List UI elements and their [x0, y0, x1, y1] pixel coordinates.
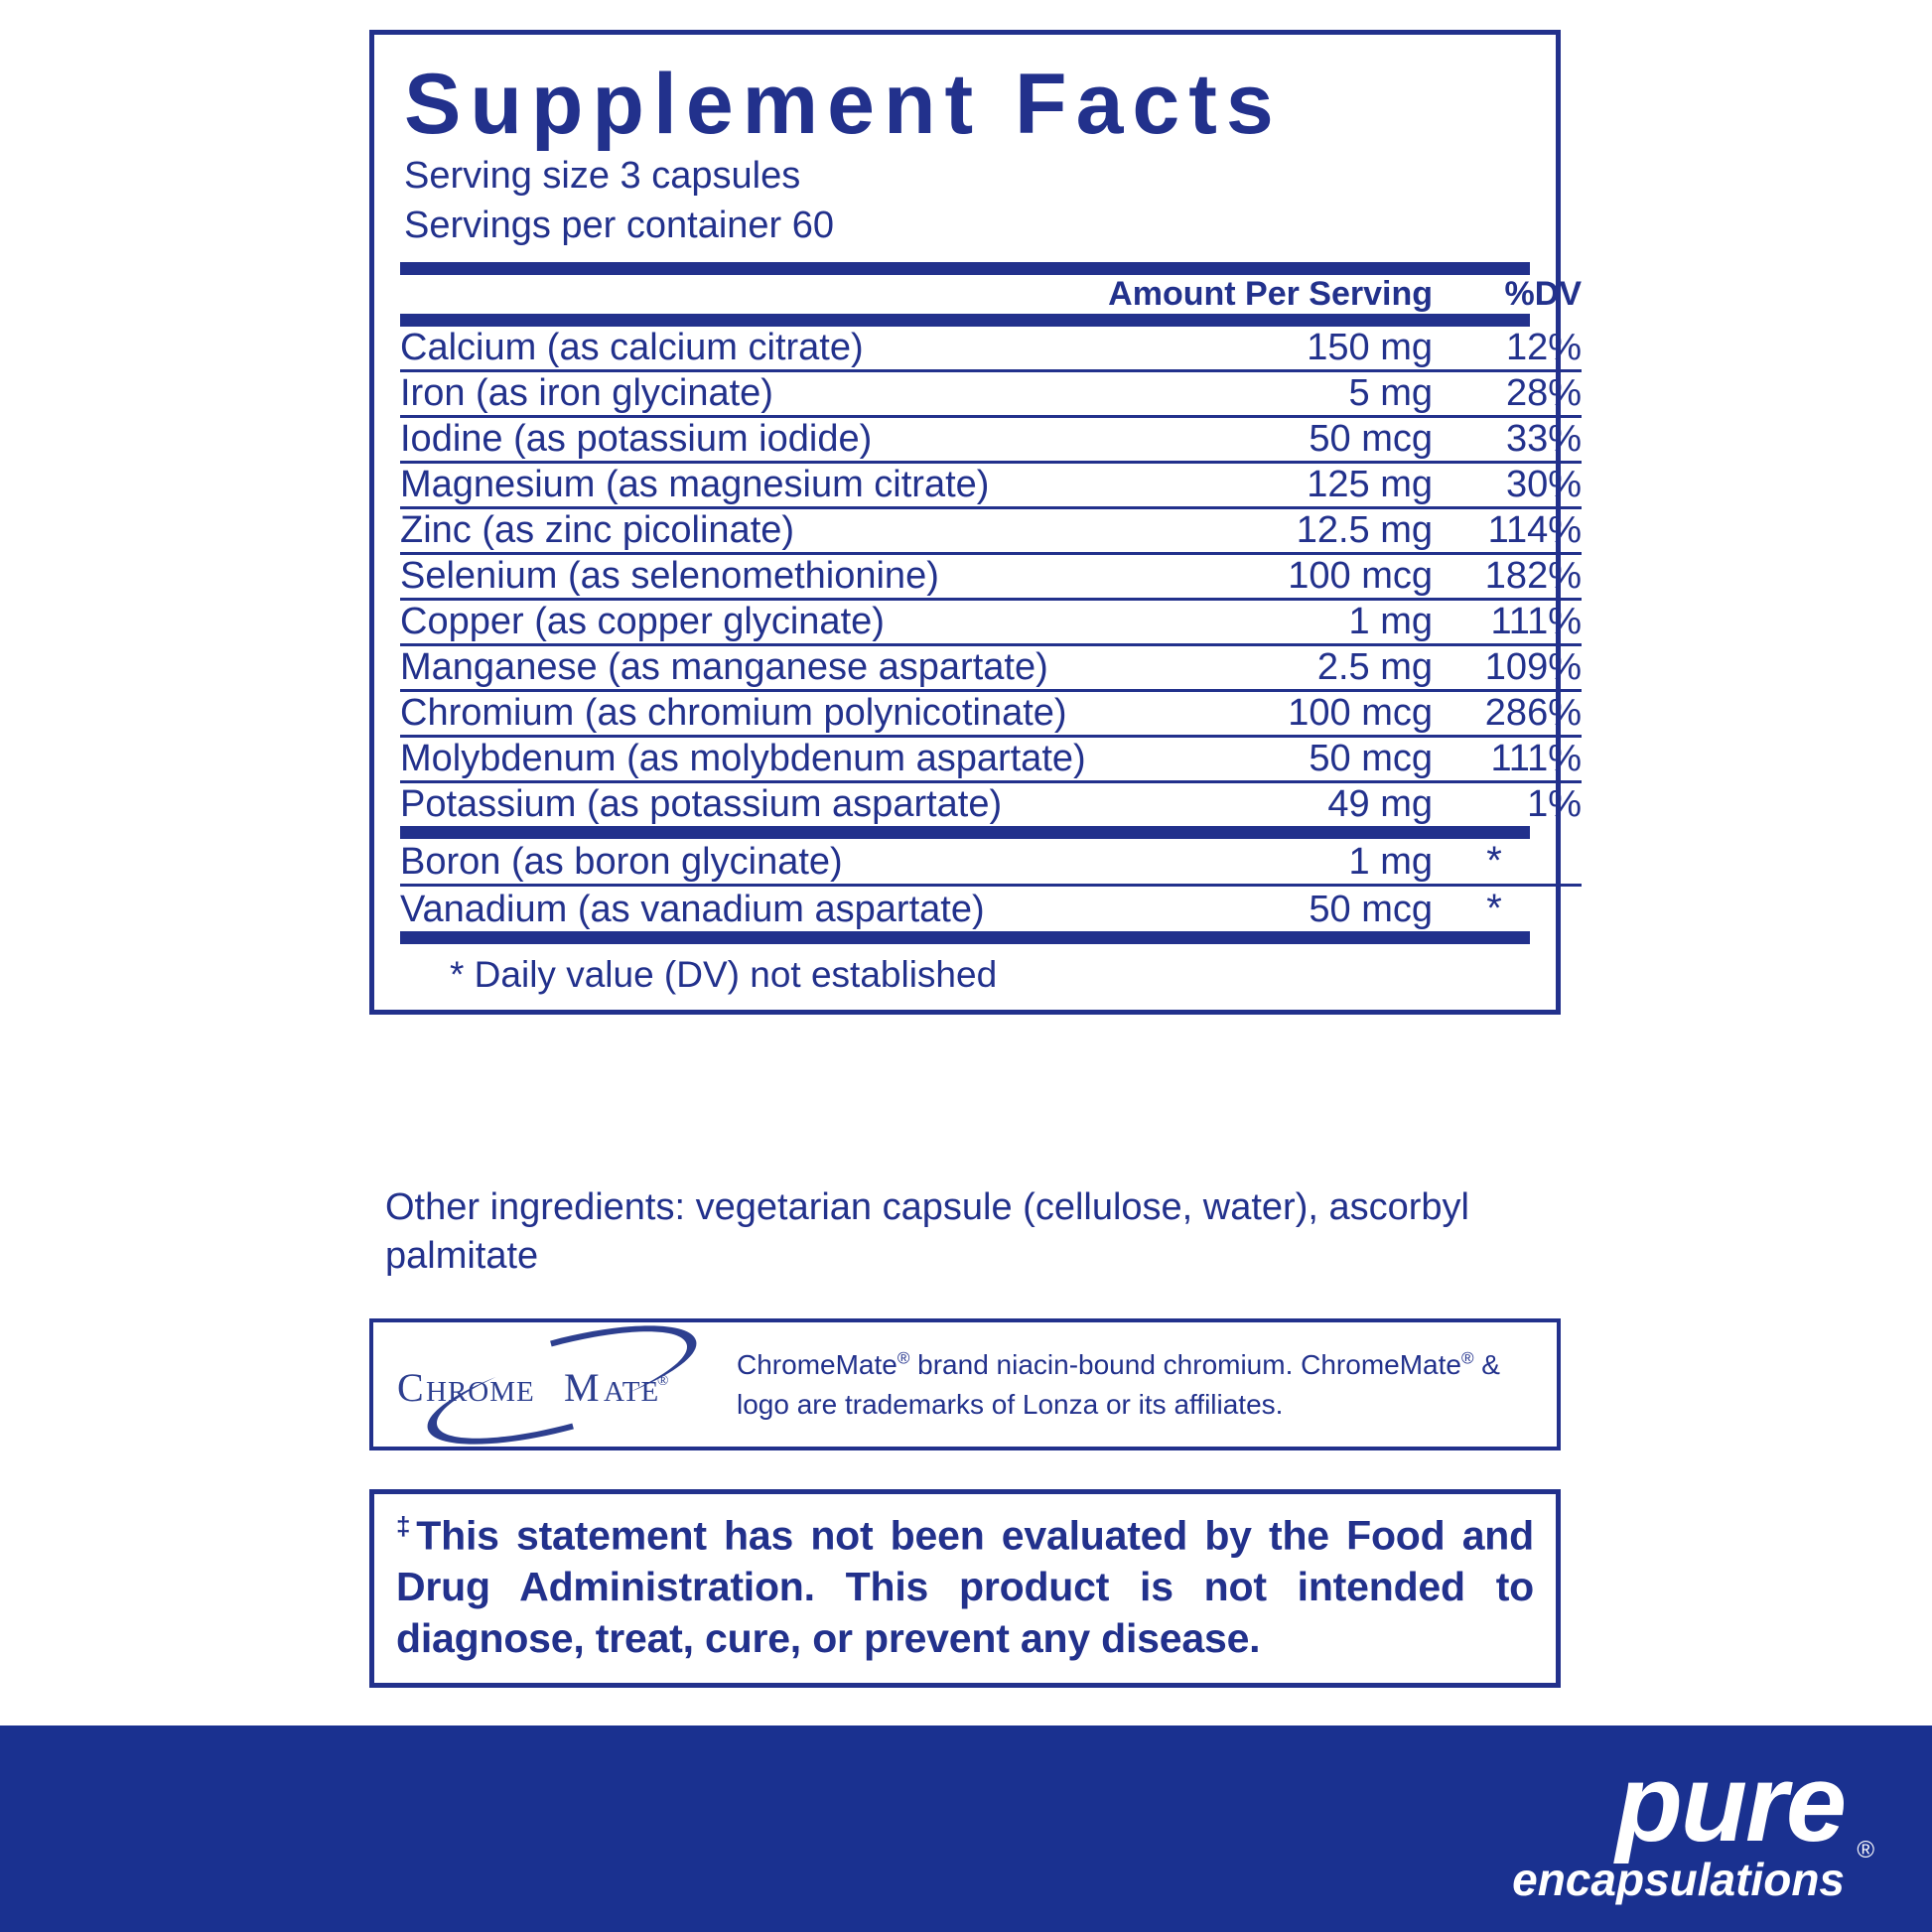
nutrient-amount: 50 mcg — [1016, 416, 1433, 465]
registered-trademark-icon: ® — [1857, 1836, 1874, 1863]
nutrient-amount: 150 mg — [1016, 327, 1433, 373]
nutrient-amount: 125 mg — [1016, 462, 1433, 510]
chromemate-trademark-box: C HROME M ATE ® ChromeMate® brand niacin… — [369, 1318, 1561, 1450]
table-row: Vanadium (as vanadium aspartate) 50 mcg … — [400, 886, 1582, 932]
rule-top-thick — [400, 262, 1530, 276]
nutrient-amount: 50 mcg — [1309, 889, 1433, 931]
nutrient-dv: 33% — [1433, 416, 1582, 465]
cm-line1-c: & — [1473, 1348, 1500, 1380]
nutrient-dv: 1% — [1527, 783, 1582, 826]
nutrient-name: Vanadium (as vanadium aspartate) — [400, 889, 985, 931]
brand-tagline-wrap: encapsulations ® — [1512, 1837, 1874, 1905]
fda-statement: This statement has not been evaluated by… — [396, 1512, 1534, 1661]
orbit-swoosh-icon — [427, 1324, 697, 1445]
nutrient-amount: 5 mg — [1016, 370, 1433, 419]
nutrient-dv: 109% — [1433, 644, 1582, 693]
rule-header-thick — [400, 314, 1530, 328]
nutrient-name: Molybdenum (as molybdenum aspartate) — [400, 736, 1086, 784]
fda-disclaimer-text: ‡This statement has not been evaluated b… — [396, 1510, 1534, 1665]
nutrient-amount: 12.5 mg — [1016, 507, 1433, 556]
table-row: Magnesium (as magnesium citrate) 125 mg … — [400, 462, 1582, 510]
cm-line1-a: ChromeMate — [737, 1348, 897, 1380]
header-blank — [400, 275, 1016, 314]
table-row: Potassium (as potassium aspartate) 49 mg… — [400, 782, 1582, 827]
nutrient-dv: 286% — [1433, 690, 1582, 739]
footer-bar: pure encapsulations ® — [0, 1725, 1932, 1932]
header-row: Amount Per Serving %DV — [400, 275, 1582, 314]
chromemate-wordmark-hrome: HROME — [426, 1376, 535, 1408]
rule-before-no-dv-thick — [400, 826, 1530, 840]
nutrient-rows-table: Calcium (as calcium citrate) 150 mg 12% … — [400, 327, 1582, 826]
rule-bottom-thick — [400, 931, 1530, 945]
nutrient-dv: 182% — [1433, 553, 1582, 602]
fda-disclaimer-box: ‡This statement has not been evaluated b… — [369, 1489, 1561, 1688]
chromemate-wordmark-ate: ATE — [604, 1376, 659, 1408]
chromemate-logo-svg: C HROME M ATE ® — [397, 1324, 697, 1445]
other-ingredients-text: Other ingredients: vegetarian capsule (c… — [385, 1186, 1469, 1277]
nutrient-name: Magnesium (as magnesium citrate) — [400, 462, 1016, 510]
no-dv-rows-table: Boron (as boron glycinate) 1 mg * Vanadi… — [400, 839, 1582, 931]
nutrient-name: Manganese (as manganese aspartate) — [400, 644, 1048, 693]
serving-size-text: Serving size 3 capsules — [404, 155, 801, 198]
table-header: Amount Per Serving %DV — [400, 275, 1582, 314]
nutrient-dv: 114% — [1433, 507, 1582, 556]
servings-per-container-text: Servings per container 60 — [404, 204, 835, 246]
cm-line1-b: brand niacin-bound chromium. ChromeMate — [909, 1348, 1461, 1380]
nutrient-name: Chromium (as chromium polynicotinate) — [400, 690, 1067, 739]
table-row: Manganese (as manganese aspartate) 2.5 m… — [400, 644, 1582, 693]
nutrient-amount: 50 mcg — [1016, 736, 1433, 784]
table-row: Iodine (as potassium iodide) 50 mcg 33% — [400, 416, 1582, 465]
nutrient-dv: 12% — [1433, 327, 1582, 373]
nutrient-name: Potassium (as potassium aspartate) — [400, 783, 1003, 826]
nutrient-amount: 49 mg — [1327, 783, 1433, 826]
nutrient-dv: 111% — [1433, 736, 1582, 784]
nutrient-name: Calcium (as calcium citrate) — [400, 327, 1016, 373]
brand-logo: pure encapsulations ® — [1512, 1742, 1874, 1905]
nutrient-name: Boron (as boron glycinate) — [400, 839, 1016, 888]
table-row: Zinc (as zinc picolinate) 12.5 mg 114% — [400, 507, 1582, 556]
table-row: Chromium (as chromium polynicotinate) 10… — [400, 690, 1582, 739]
nutrient-dv: 28% — [1433, 370, 1582, 419]
no-dv-rows-body: Boron (as boron glycinate) 1 mg * Vanadi… — [400, 839, 1582, 931]
table-row: Calcium (as calcium citrate) 150 mg 12% — [400, 327, 1582, 373]
header-percent-dv: %DV — [1504, 275, 1582, 314]
supplement-facts-panel: Supplement Facts Serving size 3 capsules… — [369, 30, 1582, 1016]
cm-reg-1: ® — [897, 1348, 910, 1368]
cm-line2: logo are trademarks of Lonza or its affi… — [737, 1388, 1284, 1420]
table-row: Selenium (as selenomethionine) 100 mcg 1… — [400, 553, 1582, 602]
nutrient-name: Copper (as copper glycinate) — [400, 599, 1016, 647]
nutrient-dv: * — [1486, 887, 1502, 931]
nutrition-table: Amount Per Serving %DV — [400, 275, 1582, 314]
nutrient-dv: 30% — [1433, 462, 1582, 510]
table-row: Iron (as iron glycinate) 5 mg 28% — [400, 370, 1582, 419]
header-amount-per-serving: Amount Per Serving — [1108, 275, 1433, 314]
panel-title: Supplement Facts — [404, 57, 1283, 152]
nutrient-name: Zinc (as zinc picolinate) — [400, 507, 1016, 556]
chromemate-trademark-text: ChromeMate® brand niacin-bound chromium.… — [737, 1345, 1514, 1425]
brand-tagline: encapsulations — [1512, 1853, 1845, 1905]
brand-name: pure — [1615, 1742, 1847, 1864]
nutrient-amount: 2.5 mg — [1016, 644, 1433, 693]
nutrient-name: Selenium (as selenomethionine) — [400, 553, 1016, 602]
table-row: Copper (as copper glycinate) 1 mg 111% — [400, 599, 1582, 647]
nutrient-dv: * — [1433, 839, 1582, 888]
chromemate-logo: C HROME M ATE ® — [393, 1324, 731, 1445]
chromemate-wordmark-m: M — [564, 1365, 600, 1410]
nutrient-amount: 1 mg — [1016, 839, 1433, 888]
nutrient-amount: 100 mcg — [1016, 690, 1433, 739]
nutrient-rows-body: Calcium (as calcium citrate) 150 mg 12% … — [400, 327, 1582, 826]
table-row: Molybdenum (as molybdenum aspartate) 50 … — [400, 736, 1582, 784]
double-dagger-icon: ‡ — [396, 1511, 417, 1541]
daily-value-footnote: * Daily value (DV) not established — [450, 954, 998, 996]
table-row: Boron (as boron glycinate) 1 mg * — [400, 839, 1582, 888]
nutrient-name: Iron (as iron glycinate) — [400, 370, 1016, 419]
nutrient-name: Iodine (as potassium iodide) — [400, 416, 1016, 465]
registered-trademark-icon: ® — [657, 1373, 668, 1389]
nutrient-dv: 111% — [1433, 599, 1582, 647]
nutrient-amount: 1 mg — [1016, 599, 1433, 647]
cm-reg-2: ® — [1460, 1348, 1474, 1368]
nutrient-amount: 100 mcg — [1016, 553, 1433, 602]
chromemate-wordmark-c: C — [397, 1365, 424, 1410]
